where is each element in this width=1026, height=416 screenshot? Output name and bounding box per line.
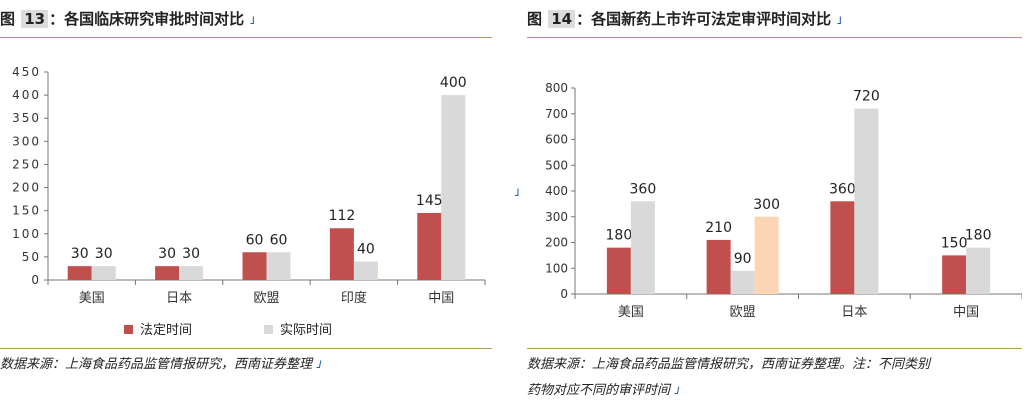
left-bar-series-2 (266, 252, 291, 280)
left-data-label: 30 (158, 246, 176, 262)
middle-corner-mark: ˩ (514, 186, 520, 199)
left-bar-series-2 (353, 261, 378, 280)
left-category-label: 印度 (341, 290, 367, 306)
right-bar-series-2 (630, 201, 655, 294)
right-bar-series-1 (830, 201, 855, 294)
left-y-tick-label: 100 (12, 227, 41, 241)
right-title-corner-mark: ˩ (836, 14, 842, 27)
right-y-tick-label: 500 (545, 158, 568, 172)
right-source-corner-mark: ˩ (674, 384, 680, 397)
right-source-line-2-row: 药物对应不同的审评时间 ˩ (527, 378, 930, 404)
right-bar-series-1 (706, 239, 731, 294)
left-data-label: 60 (246, 232, 264, 248)
right-figure-title: 图 14 ：各国新药上市许可法定审评时间对比 ˩ (527, 8, 842, 29)
left-bar-series-1 (417, 212, 442, 280)
right-bar-series-2 (966, 247, 991, 294)
left-y-tick-label: 250 (12, 157, 41, 171)
right-category-label: 美国 (618, 305, 644, 320)
left-title-corner-mark: ˩ (249, 14, 255, 27)
left-bar-series-2 (91, 266, 116, 280)
right-y-tick-label: 600 (545, 133, 568, 147)
left-bar-series-1 (242, 252, 267, 280)
left-bar-series-1 (155, 266, 180, 280)
right-source-line-1: 数据来源：上海食品药品监管情报研究，西南证券整理。注：不同类别 (527, 357, 931, 372)
right-bar-series-1 (606, 247, 631, 294)
left-title-prefix: 图 (0, 10, 16, 28)
left-y-tick-label: 0 (31, 273, 41, 287)
right-y-tick-label: 200 (545, 236, 568, 250)
left-category-label: 中国 (428, 291, 454, 306)
right-bar-extra (754, 216, 779, 294)
left-source-rule (0, 348, 492, 349)
right-title-prefix: 图 (527, 10, 543, 28)
left-chart: 0 50 100 150 200 250 300 350 400 450 美国 日本 欧盟 印度 中国 30 3… (12, 65, 486, 338)
left-legend-label: 法定时间 (140, 323, 192, 338)
left-y-tick-label: 350 (12, 111, 41, 125)
left-title-text: ：各国临床研究审批时间对比 (49, 10, 245, 28)
right-data-label: 90 (734, 251, 752, 267)
right-bar-series-2 (854, 108, 879, 294)
left-legend-swatch (124, 325, 133, 334)
left-data-label: 60 (270, 232, 288, 248)
left-data-label: 30 (182, 246, 200, 262)
left-legend-swatch (264, 325, 273, 334)
left-category-label: 欧盟 (253, 291, 279, 306)
right-data-label: 720 (853, 89, 880, 105)
left-y-tick-label: 450 (12, 65, 41, 79)
left-figure: 图 13 ：各国临床研究审批时间对比 ˩ 0 50 100 150 200 250 300 35… (0, 0, 492, 416)
left-bar-series-1 (67, 266, 92, 280)
left-y-tick-label: 200 (12, 181, 41, 195)
right-title-text: ：各国新药上市许可法定审评时间对比 (576, 10, 832, 28)
left-source-note: 数据来源：上海食品药品监管情报研究，西南证券整理 ˩ (0, 352, 322, 378)
right-bar-series-1 (942, 255, 967, 294)
right-figure: 图 14 ：各国新药上市许可法定审评时间对比 ˩ 0 100 200 300 400 500… (527, 0, 1026, 416)
right-data-label: 360 (829, 181, 856, 197)
right-title-rule (527, 37, 1022, 38)
right-data-label: 180 (965, 228, 992, 244)
right-category-label: 中国 (953, 305, 979, 320)
left-y-tick-label: 300 (12, 134, 41, 148)
right-bar-series-2 (730, 270, 755, 294)
left-data-label: 30 (71, 246, 89, 262)
right-data-label: 210 (705, 220, 732, 236)
right-source-note: 数据来源：上海食品药品监管情报研究，西南证券整理。注：不同类别 药物对应不同的审… (527, 352, 930, 404)
left-title-rule (0, 37, 492, 38)
right-y-tick-label: 400 (545, 184, 568, 198)
left-legend-label: 实际时间 (280, 323, 332, 338)
left-data-label: 145 (416, 193, 443, 209)
left-data-label: 400 (440, 75, 467, 91)
left-y-tick-label: 150 (12, 204, 41, 218)
left-category-label: 美国 (79, 291, 105, 306)
left-bar-series-2 (179, 266, 204, 280)
right-data-label: 180 (606, 228, 633, 244)
right-source-rule (527, 348, 1022, 349)
left-y-tick-label: 50 (22, 250, 41, 264)
left-source-corner-mark: ˩ (316, 358, 322, 371)
right-category-label: 日本 (841, 305, 867, 320)
right-source-line-2: 药物对应不同的审评时间 (527, 383, 671, 398)
right-chart: 0 100 200 300 400 500 600 700 800 美国 欧盟 日本 中国 180 360 2… (545, 81, 1022, 320)
right-y-tick-label: 700 (545, 107, 568, 121)
left-bar-series-2 (441, 95, 466, 280)
left-bar-series-1 (329, 228, 354, 280)
right-y-tick-label: 100 (545, 261, 568, 275)
left-category-label: 日本 (166, 291, 192, 306)
right-data-label: 150 (941, 235, 968, 251)
left-data-label: 40 (357, 242, 375, 258)
left-data-label: 30 (95, 246, 113, 262)
right-y-tick-label: 300 (545, 210, 568, 224)
right-title-number: 14 (548, 10, 576, 28)
left-y-tick-label: 400 (12, 88, 41, 102)
right-y-tick-label: 0 (560, 287, 568, 301)
right-data-label: 300 (753, 197, 780, 213)
left-data-label: 112 (329, 208, 356, 224)
right-category-label: 欧盟 (730, 305, 756, 320)
left-title-number: 13 (21, 10, 49, 28)
right-data-label: 360 (630, 181, 657, 197)
left-figure-title: 图 13 ：各国临床研究审批时间对比 ˩ (0, 8, 255, 29)
right-y-tick-label: 800 (545, 81, 568, 95)
left-source-text: 数据来源：上海食品药品监管情报研究，西南证券整理 (0, 357, 313, 372)
